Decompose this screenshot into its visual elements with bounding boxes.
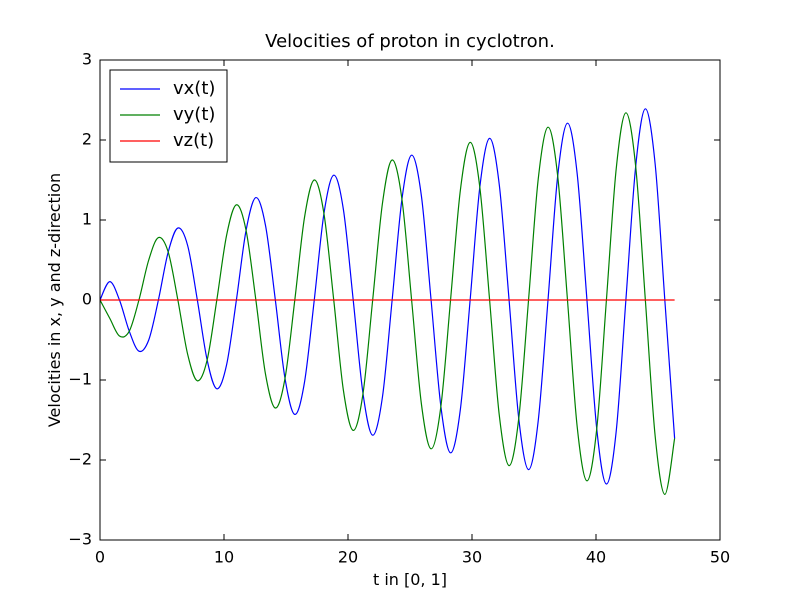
plot-frame [99, 59, 721, 541]
x-tick-label: 0 [95, 548, 105, 567]
legend-label: vx(t) [173, 78, 215, 99]
y-tick-label: −1 [68, 370, 92, 389]
y-tick-label: 3 [82, 50, 92, 69]
y-tick-label: −3 [68, 530, 92, 549]
x-tick-label: 10 [214, 548, 234, 567]
y-tick-label: −2 [68, 450, 92, 469]
chart-title: Velocities of proton in cyclotron. [265, 31, 555, 52]
legend-label: vz(t) [173, 130, 214, 151]
x-tick-label: 50 [710, 548, 730, 567]
x-tick-label: 30 [462, 548, 482, 567]
x-tick-label: 20 [338, 548, 358, 567]
x-axis-label: t in [0, 1] [373, 570, 447, 589]
y-tick-label: 0 [82, 290, 92, 309]
y-tick-label: 1 [82, 210, 92, 229]
legend-label: vy(t) [173, 104, 215, 125]
x-tick-label: 40 [586, 548, 606, 567]
legend-box [109, 69, 228, 163]
y-tick-label: 2 [82, 130, 92, 149]
y-axis-label: Velocities in x, y and z-direction [45, 173, 64, 427]
line-series [99, 112, 676, 496]
